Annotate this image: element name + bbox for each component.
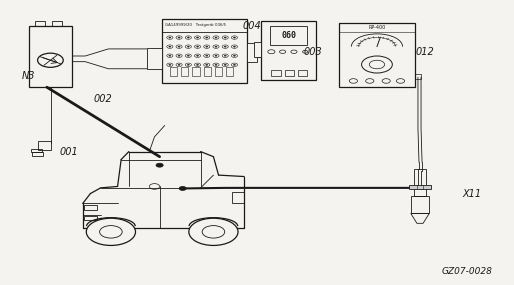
Circle shape <box>215 37 217 38</box>
Bar <box>232 192 244 203</box>
Circle shape <box>178 37 180 38</box>
Circle shape <box>187 37 189 38</box>
Bar <box>204 67 211 76</box>
Bar <box>339 23 415 32</box>
Circle shape <box>169 37 171 38</box>
Circle shape <box>233 37 235 38</box>
Bar <box>215 67 222 76</box>
Circle shape <box>178 64 180 65</box>
Bar <box>247 43 257 62</box>
Circle shape <box>178 46 180 47</box>
Circle shape <box>206 37 208 38</box>
Circle shape <box>215 46 217 47</box>
Bar <box>147 48 162 69</box>
Circle shape <box>86 218 136 245</box>
Circle shape <box>187 46 189 47</box>
Circle shape <box>178 55 180 56</box>
Bar <box>270 26 307 45</box>
Circle shape <box>224 37 226 38</box>
Circle shape <box>196 37 198 38</box>
Circle shape <box>233 64 235 65</box>
Circle shape <box>196 55 198 56</box>
Text: X11: X11 <box>462 189 481 199</box>
Text: GA149999/20   Testgerät 006/5: GA149999/20 Testgerät 006/5 <box>164 23 226 27</box>
Text: RP-400: RP-400 <box>369 25 386 30</box>
Circle shape <box>224 64 226 65</box>
Circle shape <box>169 55 171 56</box>
Bar <box>409 185 431 189</box>
Circle shape <box>187 64 189 65</box>
Circle shape <box>233 55 235 56</box>
Bar <box>32 152 43 156</box>
Bar <box>181 67 188 76</box>
Bar <box>271 70 281 76</box>
Circle shape <box>189 218 238 245</box>
Text: 004: 004 <box>243 21 262 31</box>
Bar <box>162 19 247 32</box>
Text: 001: 001 <box>60 147 79 157</box>
Circle shape <box>169 46 171 47</box>
Circle shape <box>215 64 217 65</box>
Circle shape <box>169 64 171 65</box>
Circle shape <box>179 186 186 190</box>
Bar <box>298 70 307 76</box>
Bar <box>52 21 62 26</box>
Text: 003: 003 <box>303 47 322 57</box>
Text: 002: 002 <box>94 94 113 104</box>
Circle shape <box>206 64 208 65</box>
Bar <box>261 21 317 80</box>
Bar <box>84 216 97 220</box>
Bar <box>415 74 421 79</box>
Circle shape <box>187 55 189 56</box>
Bar <box>84 205 97 210</box>
Circle shape <box>206 55 208 56</box>
Circle shape <box>156 163 163 167</box>
Text: 012: 012 <box>416 47 435 57</box>
Circle shape <box>215 55 217 56</box>
Circle shape <box>224 55 226 56</box>
Bar <box>170 67 177 76</box>
Bar <box>29 26 72 87</box>
Bar <box>192 67 199 76</box>
Circle shape <box>196 46 198 47</box>
Bar <box>414 170 426 196</box>
Circle shape <box>224 46 226 47</box>
Bar <box>226 67 233 76</box>
Bar <box>339 23 415 87</box>
Text: 060: 060 <box>281 31 296 40</box>
Bar <box>411 196 429 213</box>
Bar <box>162 19 247 83</box>
Text: GZ07-0028: GZ07-0028 <box>442 267 493 276</box>
Circle shape <box>233 46 235 47</box>
Text: N3: N3 <box>22 71 35 81</box>
Bar <box>285 70 294 76</box>
Bar <box>31 149 42 152</box>
Circle shape <box>196 64 198 65</box>
Bar <box>254 42 261 57</box>
Bar <box>35 21 45 26</box>
Circle shape <box>206 46 208 47</box>
Bar <box>38 141 51 150</box>
